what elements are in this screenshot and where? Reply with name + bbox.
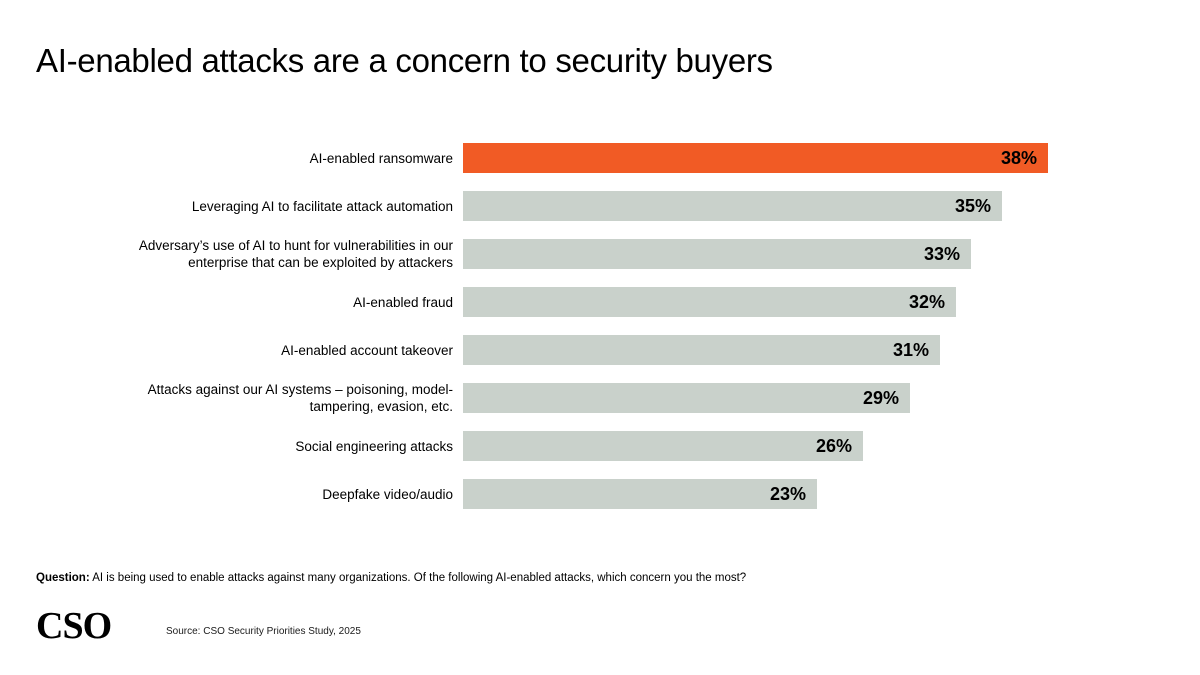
bar-row: Attacks against our AI systems – poisoni… — [118, 374, 1118, 422]
bar: 29% — [463, 383, 910, 413]
bar: 31% — [463, 335, 940, 365]
bar-track: 26% — [463, 431, 1118, 461]
bar: 23% — [463, 479, 817, 509]
bar: 26% — [463, 431, 863, 461]
bar-value: 38% — [1000, 147, 1037, 168]
bar-label: Adversary’s use of AI to hunt for vulner… — [138, 238, 453, 270]
bar-label: Leveraging AI to facilitate attack autom… — [191, 198, 453, 214]
bar-value: 35% — [954, 195, 991, 216]
bar-row: Social engineering attacks 26% — [118, 422, 1118, 470]
bar-label: AI-enabled ransomware — [309, 150, 453, 166]
question-text: AI is being used to enable attacks again… — [89, 572, 747, 584]
bar-value: 29% — [862, 387, 899, 408]
bar-value: 33% — [923, 243, 960, 264]
bar-row: AI-enabled ransomware 38% — [118, 134, 1118, 182]
chart-title: AI-enabled attacks are a concern to secu… — [36, 42, 773, 79]
bar-track: 29% — [463, 383, 1118, 413]
bar-label: Deepfake video/audio — [322, 486, 453, 502]
bar-track: 35% — [463, 191, 1118, 221]
bar: 32% — [463, 287, 956, 317]
bar-row: Leveraging AI to facilitate attack autom… — [118, 182, 1118, 230]
bar-label: Attacks against our AI systems – poisoni… — [147, 382, 453, 414]
bar-chart: AI-enabled ransomware 38% Leveraging AI to… — [118, 134, 1118, 518]
question-label: Question: — [36, 572, 90, 584]
bar-value: 32% — [908, 291, 945, 312]
bar-rows: AI-enabled ransomware 38% Leveraging AI to… — [118, 134, 1118, 518]
bar-track: 31% — [463, 335, 1118, 365]
bar-track: 38% — [463, 143, 1118, 173]
source-credit: Source: CSO Security Priorities Study, 2… — [166, 626, 361, 637]
bar-value: 26% — [815, 435, 852, 456]
question-note: Question: AI is being used to enable att… — [36, 572, 746, 584]
bar-track: 33% — [463, 239, 1118, 269]
bar-row: AI-enabled account takeover 31% — [118, 326, 1118, 374]
bar-label: AI-enabled account takeover — [281, 342, 453, 358]
bar: 33% — [463, 239, 971, 269]
bar-track: 23% — [463, 479, 1118, 509]
bar-label: Social engineering attacks — [295, 438, 453, 454]
bar-track: 32% — [463, 287, 1118, 317]
bar: 38% — [463, 143, 1048, 173]
bar: 35% — [463, 191, 1002, 221]
bar-value: 23% — [769, 483, 806, 504]
bar-row: AI-enabled fraud 32% — [118, 278, 1118, 326]
bar-row: Deepfake video/audio 23% — [118, 470, 1118, 518]
bar-row: Adversary’s use of AI to hunt for vulner… — [118, 230, 1118, 278]
bar-value: 31% — [892, 339, 929, 360]
cso-logo: CSO — [36, 605, 112, 647]
bar-label: AI-enabled fraud — [353, 294, 453, 310]
